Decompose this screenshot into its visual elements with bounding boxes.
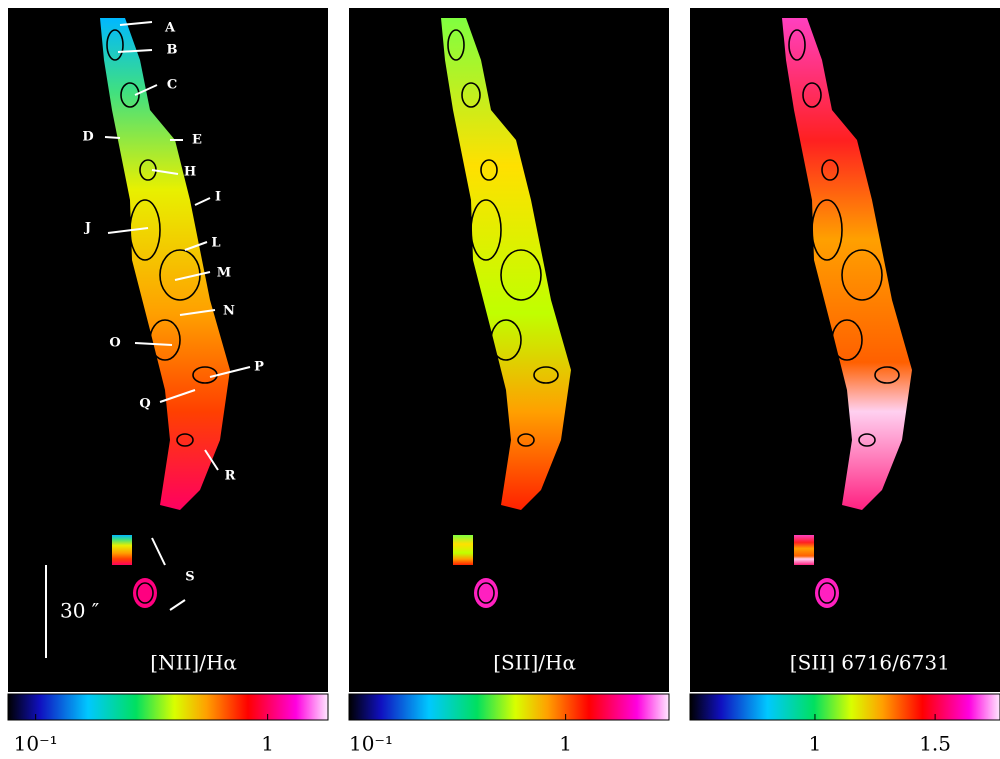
contour bbox=[533, 366, 559, 384]
contour bbox=[788, 29, 806, 61]
marker-line bbox=[117, 49, 153, 53]
region-label: J bbox=[84, 221, 91, 236]
region-label: L bbox=[211, 236, 220, 251]
contour bbox=[831, 319, 863, 361]
contour bbox=[821, 159, 839, 181]
marker-line bbox=[104, 136, 121, 139]
contour bbox=[841, 249, 883, 301]
panel-title: [NII]/Hα bbox=[150, 651, 237, 675]
marker-line bbox=[119, 21, 153, 26]
region-label: M bbox=[217, 266, 231, 281]
colorbar bbox=[7, 693, 329, 721]
panel: [SII] 6716/6731 1 1.5 bbox=[689, 8, 1000, 756]
contour bbox=[517, 433, 535, 447]
panel-title: [SII] 6716/6731 bbox=[790, 651, 950, 675]
region-label: H bbox=[184, 165, 196, 180]
panel: [NII]/Hα AB C D E H I J LM N O P Q R S 30 ″ 10⁻¹ 1 bbox=[7, 8, 329, 756]
region-label: S bbox=[185, 570, 194, 585]
colorbar-tick-label: 10⁻¹ bbox=[349, 732, 393, 756]
emission-map bbox=[794, 535, 814, 565]
region-label: N bbox=[223, 304, 235, 319]
colorbar-tick-label: 10⁻¹ bbox=[14, 732, 58, 756]
colorbar-tick-label: 1 bbox=[809, 732, 822, 756]
contour bbox=[447, 29, 465, 61]
marker-line bbox=[107, 227, 149, 234]
region-label: P bbox=[254, 360, 264, 375]
scale-bar-label: 30 ″ bbox=[60, 599, 99, 623]
panel-title: [SII]/Hα bbox=[493, 651, 576, 675]
contour bbox=[136, 582, 154, 604]
marker-line bbox=[151, 169, 179, 175]
emission-map bbox=[100, 18, 230, 510]
region-label: I bbox=[215, 190, 221, 205]
emission-map bbox=[112, 535, 132, 565]
contour bbox=[811, 199, 843, 261]
marker-line bbox=[174, 271, 211, 281]
colorbar-tick-label: 1 bbox=[261, 732, 274, 756]
marker-line bbox=[184, 241, 208, 251]
marker-line bbox=[134, 84, 158, 96]
marker-line bbox=[209, 366, 251, 378]
contour bbox=[176, 433, 194, 447]
contour bbox=[500, 249, 542, 301]
marker-line bbox=[151, 537, 166, 566]
marker-line bbox=[194, 197, 211, 206]
region-label: Q bbox=[139, 397, 150, 412]
contour bbox=[477, 582, 495, 604]
colorbar-tick-label: 1 bbox=[559, 732, 572, 756]
region-label: B bbox=[167, 43, 178, 58]
emission-map bbox=[441, 18, 571, 510]
contour bbox=[858, 433, 876, 447]
colorbar-tick-label: 1.5 bbox=[919, 732, 951, 756]
contour bbox=[149, 319, 181, 361]
contour bbox=[480, 159, 498, 181]
colorbar bbox=[348, 693, 670, 721]
region-label: O bbox=[109, 336, 120, 351]
emission-map bbox=[782, 18, 912, 510]
marker-line bbox=[179, 309, 216, 316]
contour bbox=[461, 82, 481, 108]
contour bbox=[490, 319, 522, 361]
contour bbox=[802, 82, 822, 108]
contour bbox=[106, 29, 124, 61]
region-label: D bbox=[82, 130, 93, 145]
region-label: E bbox=[192, 133, 202, 148]
region-label: C bbox=[167, 78, 177, 93]
marker-line bbox=[169, 599, 186, 611]
marker-line bbox=[204, 449, 219, 471]
region-label: A bbox=[164, 21, 176, 36]
panel: [SII]/Hα 10⁻¹ 1 bbox=[348, 8, 670, 756]
contour bbox=[470, 199, 502, 261]
colorbar bbox=[689, 693, 1000, 721]
contour bbox=[120, 82, 140, 108]
contour bbox=[874, 366, 900, 384]
marker-line bbox=[159, 389, 196, 403]
emission-map bbox=[453, 535, 473, 565]
marker-line bbox=[134, 342, 173, 346]
contour bbox=[818, 582, 836, 604]
region-label: R bbox=[225, 469, 236, 484]
